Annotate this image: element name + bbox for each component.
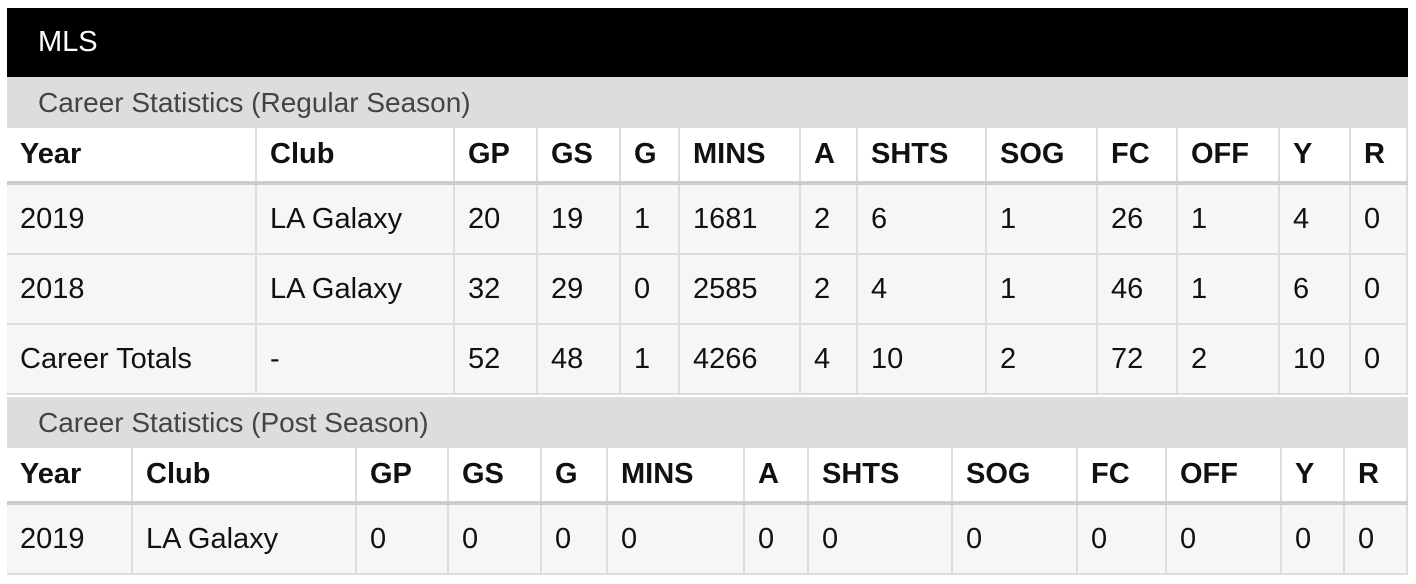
table-cell: 10 [1280, 325, 1351, 395]
table-cell: 4 [1280, 185, 1351, 255]
table-cell: 4 [801, 325, 858, 395]
table-cell: 1 [1178, 255, 1280, 325]
table-cell: 0 [1345, 505, 1408, 575]
table-cell: 1 [621, 325, 680, 395]
column-header: Year [7, 448, 133, 501]
table-cell: 0 [1282, 505, 1345, 575]
column-header: GS [538, 128, 621, 181]
column-header: R [1345, 448, 1408, 501]
table-cell: LA Galaxy [257, 255, 455, 325]
table-cell: 4 [858, 255, 987, 325]
table-cell: 0 [542, 505, 608, 575]
table-cell: 0 [1351, 255, 1408, 325]
column-header: Y [1280, 128, 1351, 181]
section-title: Career Statistics (Regular Season) [7, 77, 1408, 128]
table-cell: 4266 [680, 325, 801, 395]
table-cell: 2 [987, 325, 1098, 395]
header-separator [7, 501, 1408, 505]
table-cell: 26 [1098, 185, 1178, 255]
table-cell: 48 [538, 325, 621, 395]
column-header: GP [357, 448, 449, 501]
column-header: A [745, 448, 809, 501]
table-cell: 0 [357, 505, 449, 575]
column-header: R [1351, 128, 1408, 181]
column-header: G [621, 128, 680, 181]
column-header: Y [1282, 448, 1345, 501]
table-cell: 0 [449, 505, 542, 575]
table-cell: 10 [858, 325, 987, 395]
table-cell: 6 [1280, 255, 1351, 325]
section-title: Career Statistics (Post Season) [7, 397, 1408, 448]
table-cell: 1681 [680, 185, 801, 255]
column-header: Club [257, 128, 455, 181]
column-header: G [542, 448, 608, 501]
table-cell: 0 [621, 255, 680, 325]
table-cell: LA Galaxy [133, 505, 357, 575]
table-cell: 2 [801, 255, 858, 325]
table-cell: 2019 [7, 185, 257, 255]
table-cell: 0 [1078, 505, 1167, 575]
column-header: GP [455, 128, 538, 181]
table-cell: 29 [538, 255, 621, 325]
column-header: FC [1098, 128, 1178, 181]
table-cell: 0 [953, 505, 1078, 575]
table-cell: 2018 [7, 255, 257, 325]
table-cell: 2 [801, 185, 858, 255]
table-cell: 0 [1351, 185, 1408, 255]
table-cell: 1 [987, 185, 1098, 255]
table-cell: 46 [1098, 255, 1178, 325]
column-header: Club [133, 448, 357, 501]
column-header: MINS [680, 128, 801, 181]
column-header: OFF [1178, 128, 1280, 181]
table-cell: 0 [1167, 505, 1282, 575]
table-cell: 1 [621, 185, 680, 255]
column-header: OFF [1167, 448, 1282, 501]
column-header: Year [7, 128, 257, 181]
table-cell: 52 [455, 325, 538, 395]
column-header: SHTS [858, 128, 987, 181]
column-header: A [801, 128, 858, 181]
table-cell: 2 [1178, 325, 1280, 395]
table-cell: 32 [455, 255, 538, 325]
column-header: FC [1078, 448, 1167, 501]
league-header: MLS [7, 8, 1408, 77]
column-header: SOG [987, 128, 1098, 181]
table-cell: 1 [1178, 185, 1280, 255]
table-cell: 0 [1351, 325, 1408, 395]
table-cell: 20 [455, 185, 538, 255]
header-separator [7, 181, 1408, 185]
table-cell: 2585 [680, 255, 801, 325]
table-cell: 72 [1098, 325, 1178, 395]
table-cell: 6 [858, 185, 987, 255]
table-cell: 0 [608, 505, 745, 575]
table-cell: Career Totals [7, 325, 257, 395]
table-cell: 0 [745, 505, 809, 575]
table-cell: 2019 [7, 505, 133, 575]
table-cell: 1 [987, 255, 1098, 325]
table-cell: 0 [809, 505, 953, 575]
column-header: GS [449, 448, 542, 501]
column-header: SHTS [809, 448, 953, 501]
table-cell: - [257, 325, 455, 395]
column-header: SOG [953, 448, 1078, 501]
table-cell: LA Galaxy [257, 185, 455, 255]
column-header: MINS [608, 448, 745, 501]
table-cell: 19 [538, 185, 621, 255]
